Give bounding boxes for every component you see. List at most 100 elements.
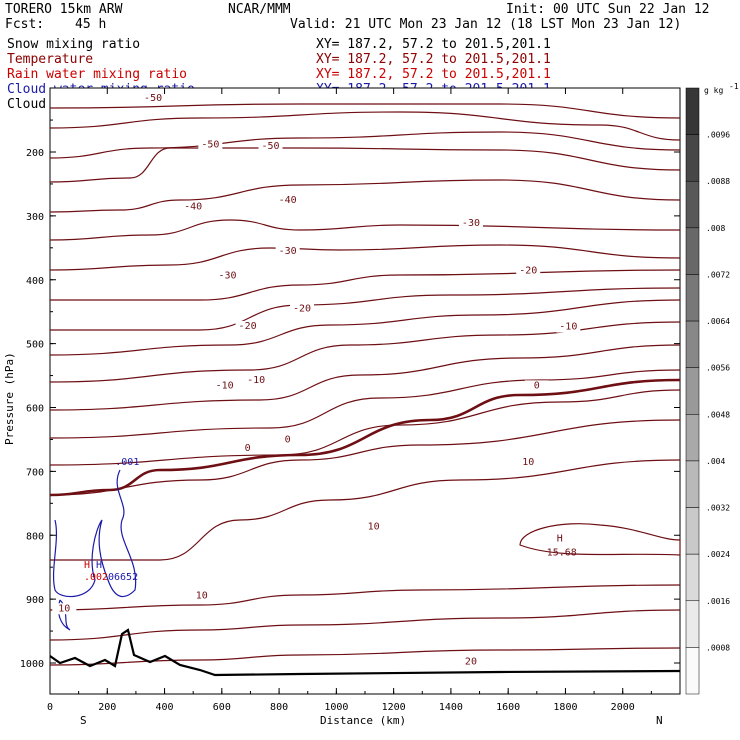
colorbar-label: .0056 xyxy=(706,364,730,373)
contour-label-bg xyxy=(516,456,541,468)
field-xy: XY= 187.2, 57.2 to 201.5,201.1 xyxy=(316,52,551,67)
contour-label-bg xyxy=(52,603,77,615)
contour-label: -40 xyxy=(279,195,297,206)
colorbar-swatch xyxy=(685,134,700,182)
contour-label: 10 xyxy=(58,603,70,614)
temperature-contour-line xyxy=(49,369,681,439)
colorbar-swatch xyxy=(685,87,700,135)
colorbar-label: .0008 xyxy=(706,643,730,652)
x-axis: 0 200 400 600 800 1000 1200 1400 1600 1800 2000 xyxy=(47,88,681,713)
field-name: Temperature xyxy=(7,52,93,67)
contour-label-bg xyxy=(198,139,223,151)
contour-label: 20 xyxy=(465,656,477,667)
colorbar-label: .0064 xyxy=(706,317,730,326)
x-tick-label: 1600 xyxy=(496,702,520,713)
y-axis-label: Pressure (hPa) xyxy=(3,352,16,445)
freezing-level-line xyxy=(49,378,681,497)
model-title: TORERO 15km ARW xyxy=(5,2,123,17)
temperature-contour-line xyxy=(50,459,681,561)
left-h-value: 06652 xyxy=(108,572,138,583)
colorbar-unit-exponent: -1 xyxy=(729,82,739,91)
x-tick-label: 1000 xyxy=(324,702,348,713)
contour-label-bg xyxy=(458,218,483,230)
temperature-contour-line xyxy=(49,419,681,496)
warm-core-contour xyxy=(519,523,681,556)
contour-label: -20 xyxy=(519,265,537,276)
contour-label-bg xyxy=(524,380,549,392)
temperature-contour-line xyxy=(49,219,681,241)
contour-label: 10 xyxy=(196,590,208,601)
x-tick-label: 800 xyxy=(270,702,288,713)
south-end-label: S xyxy=(80,714,87,727)
colorbar-swatch xyxy=(685,414,700,462)
y-tick-label: 300 xyxy=(26,212,44,223)
x-tick-label: 1800 xyxy=(553,702,577,713)
temperature-contour-line xyxy=(49,609,681,641)
temperature-contour-line xyxy=(49,147,681,183)
contour-label: 0 xyxy=(245,443,251,454)
temperature-contour-line xyxy=(49,103,681,119)
contour-label: -30 xyxy=(462,218,480,229)
x-tick-label: 600 xyxy=(213,702,231,713)
colorbar: .0096 .0088 .008 .0072 .0064 .0056 .0048 .004 .0… xyxy=(685,82,739,695)
max-h-value: 15.68 xyxy=(547,548,577,559)
y-tick-label: 400 xyxy=(26,276,44,287)
colorbar-swatch xyxy=(685,367,700,415)
y-tick-label: 700 xyxy=(26,467,44,478)
contour-label-bg xyxy=(275,195,300,207)
x-tick-label: 200 xyxy=(98,702,116,713)
contour-label: -50 xyxy=(201,140,219,151)
colorbar-label: .0096 xyxy=(706,131,730,140)
contour-label-bg xyxy=(290,303,314,315)
contour-label-bg xyxy=(275,434,300,446)
left-h-value: .002 xyxy=(84,572,108,583)
x-tick-label: 400 xyxy=(156,702,174,713)
field-name: Snow mixing ratio xyxy=(7,37,140,52)
contour-label: 0 xyxy=(285,435,291,446)
colorbar-label: .008 xyxy=(706,224,725,233)
contour-label-bg xyxy=(212,380,237,392)
colorbar-unit: g kg xyxy=(704,86,723,95)
y-tick-label: 1000 xyxy=(20,659,44,670)
contour-label: 0 xyxy=(534,380,540,391)
field-xy: XY= 187.2, 57.2 to 201.5,201.1 xyxy=(316,67,551,82)
temperature-contour-line xyxy=(49,344,681,411)
left-h-symbol: H xyxy=(96,560,102,571)
colorbar-swatch xyxy=(685,460,700,508)
y-tick-label: 900 xyxy=(26,595,44,606)
contour-label-bg xyxy=(516,265,541,277)
contour-label-bg xyxy=(258,140,283,152)
contour-label-bg xyxy=(181,201,206,213)
temperature-contour-line xyxy=(49,244,681,271)
temperature-contour-line xyxy=(49,179,681,213)
contour-label: -40 xyxy=(184,201,202,212)
contour-label-bg xyxy=(458,656,483,668)
contour-labels: -50 -50 -50 -40 -40 -30 -30 -30 -20 -20 -20 -10 -10 -… xyxy=(52,92,581,668)
colorbar-swatch xyxy=(685,274,700,322)
forecast-label: Fcst: xyxy=(5,17,44,32)
contour-label-bg xyxy=(215,270,240,282)
x-tick-label: 0 xyxy=(47,702,53,713)
contour-label-bg xyxy=(235,320,260,332)
contour-label-bg xyxy=(189,590,214,602)
contour-label: -20 xyxy=(239,321,257,332)
contour-label-bg xyxy=(141,92,166,104)
terrain-surface-line xyxy=(49,628,681,677)
x-tick-label: 2000 xyxy=(611,702,635,713)
contour-label: -10 xyxy=(559,322,577,333)
contour-label-bg xyxy=(361,521,386,533)
max-h-symbol: H xyxy=(557,534,563,545)
temperature-contour-line xyxy=(49,299,681,356)
colorbar-label: .0072 xyxy=(706,270,730,279)
contour-label: -20 xyxy=(293,304,311,315)
left-h-symbol: H xyxy=(84,560,90,571)
org-label: NCAR/MMM xyxy=(228,2,291,17)
x-tick-label: 1400 xyxy=(439,702,463,713)
colorbar-label: .0088 xyxy=(706,177,730,186)
temperature-contour-line xyxy=(49,111,681,141)
colorbar-swatch xyxy=(685,647,700,695)
colorbar-swatch xyxy=(685,227,700,275)
y-tick-label: 600 xyxy=(26,404,44,415)
x-tick-label: 1200 xyxy=(382,702,406,713)
